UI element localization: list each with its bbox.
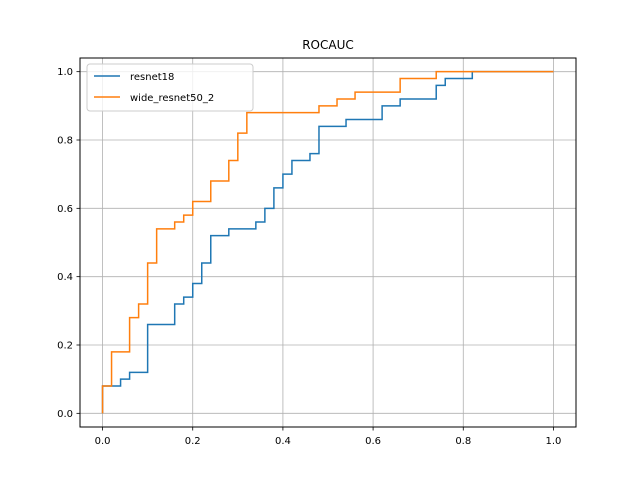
- x-tick-label: 0.2: [185, 436, 201, 447]
- y-tick-label: 0.0: [57, 409, 73, 420]
- series-layer: [101, 70, 554, 414]
- grid-lines: [80, 58, 576, 427]
- series-line-resnet18: [101, 70, 554, 414]
- legend: resnet18 wide_resnet50_2: [86, 63, 254, 112]
- x-tick-label: 0.0: [95, 436, 111, 447]
- y-tick-label: 0.4: [57, 272, 73, 283]
- x-axis: 0.0 0.2 0.4 0.6 0.8 1.0: [95, 427, 562, 447]
- axes-frame: [79, 57, 577, 428]
- chart-title: ROCAUC: [302, 38, 354, 52]
- y-axis: 0.0 0.2 0.4 0.6 0.8 1.0: [57, 67, 80, 420]
- y-tick-label: 0.2: [57, 341, 73, 352]
- x-tick-label: 0.4: [275, 436, 291, 447]
- legend-box: [86, 63, 254, 112]
- y-tick-label: 0.6: [57, 204, 73, 215]
- x-tick-label: 1.0: [546, 436, 562, 447]
- y-tick-label: 0.8: [57, 136, 73, 147]
- legend-label-wide-resnet50-2: wide_resnet50_2: [130, 93, 214, 104]
- x-tick-label: 0.8: [455, 436, 471, 447]
- legend-label-resnet18: resnet18: [130, 72, 174, 83]
- y-tick-label: 1.0: [57, 67, 73, 78]
- series-line-wide-resnet50-2: [101, 70, 554, 414]
- x-tick-label: 0.6: [365, 436, 381, 447]
